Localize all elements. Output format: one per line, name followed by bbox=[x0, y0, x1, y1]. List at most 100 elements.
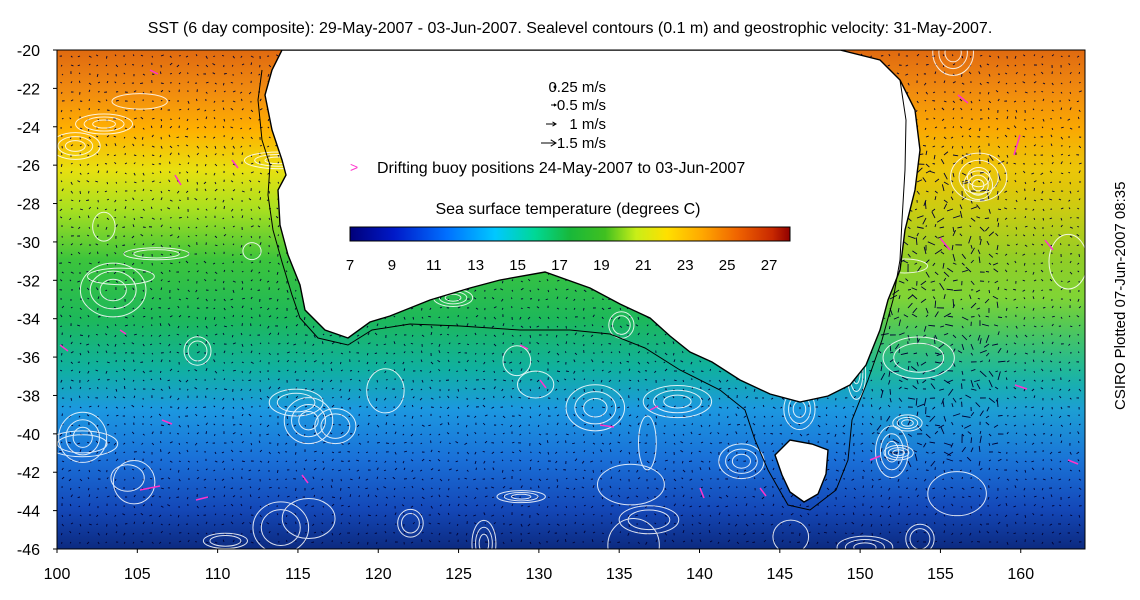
velocity-arrow bbox=[1041, 368, 1044, 372]
velocity-arrow bbox=[957, 350, 963, 354]
velocity-arrow bbox=[664, 352, 668, 356]
velocity-arrow bbox=[1042, 334, 1045, 337]
velocity-arrow bbox=[1060, 172, 1064, 175]
velocity-arrow bbox=[96, 153, 99, 156]
velocity-arrow bbox=[961, 269, 968, 273]
velocity-arrow bbox=[284, 316, 288, 319]
velocity-arrow bbox=[214, 145, 217, 149]
velocity-arrow bbox=[61, 91, 63, 94]
velocity-arrow bbox=[961, 433, 965, 437]
velocity-arrow bbox=[142, 433, 145, 436]
velocity-arrow bbox=[925, 259, 930, 264]
velocity-arrow bbox=[1004, 134, 1008, 138]
velocity-arrow bbox=[967, 431, 972, 435]
velocity-arrow bbox=[929, 415, 936, 422]
velocity-arrow bbox=[1041, 55, 1044, 59]
velocity-arrow bbox=[295, 333, 298, 336]
velocity-arrow bbox=[241, 108, 244, 111]
velocity-arrow bbox=[169, 368, 173, 372]
velocity-arrow bbox=[1078, 81, 1081, 84]
velocity-arrow bbox=[340, 369, 343, 372]
velocity-arrow bbox=[60, 109, 63, 113]
velocity-arrow bbox=[610, 351, 613, 354]
velocity-arrow bbox=[60, 379, 63, 383]
velocity-arrow bbox=[682, 351, 684, 354]
velocity-arrow bbox=[366, 433, 369, 436]
velocity-arrow bbox=[940, 325, 945, 328]
velocity-arrow bbox=[1033, 395, 1036, 399]
velocity-arrow bbox=[268, 315, 272, 318]
velocity-arrow bbox=[474, 415, 477, 419]
velocity-arrow bbox=[196, 126, 199, 129]
velocity-arrow bbox=[592, 379, 595, 382]
velocity-arrow bbox=[618, 379, 621, 382]
velocity-arrow bbox=[916, 226, 924, 229]
velocity-arrow bbox=[952, 298, 955, 307]
velocity-arrow bbox=[952, 229, 956, 237]
velocity-arrow bbox=[196, 217, 199, 220]
velocity-arrow bbox=[204, 278, 207, 282]
velocity-arrow bbox=[925, 433, 931, 439]
velocity-arrow bbox=[132, 315, 135, 318]
velocity-arrow bbox=[285, 325, 288, 329]
velocity-arrow bbox=[959, 126, 963, 129]
velocity-arrow bbox=[232, 243, 235, 246]
velocity-arrow bbox=[898, 280, 905, 284]
velocity-arrow bbox=[61, 387, 64, 390]
velocity-arrow bbox=[1060, 91, 1063, 94]
velocity-arrow bbox=[204, 415, 207, 418]
velocity-arrow bbox=[946, 379, 954, 384]
velocity-arrow bbox=[637, 379, 640, 383]
velocity-arrow bbox=[115, 190, 118, 193]
velocity-arrow bbox=[1078, 170, 1081, 174]
velocity-arrow bbox=[554, 406, 558, 409]
velocity-arrow bbox=[115, 244, 118, 248]
velocity-arrow bbox=[913, 352, 918, 355]
velocity-arrow bbox=[889, 351, 894, 354]
velocity-arrow bbox=[582, 413, 585, 417]
velocity-arrow bbox=[268, 386, 272, 390]
velocity-arrow bbox=[937, 235, 945, 239]
velocity-arrow bbox=[933, 117, 936, 120]
velocity-arrow bbox=[169, 161, 171, 165]
velocity-arrow bbox=[933, 108, 936, 111]
velocity-arrow bbox=[1033, 414, 1036, 417]
velocity-arrow bbox=[573, 298, 576, 301]
velocity-arrow bbox=[429, 307, 432, 311]
velocity-arrow bbox=[160, 99, 163, 102]
velocity-arrow bbox=[466, 323, 469, 327]
velocity-arrow bbox=[988, 359, 991, 363]
velocity-arrow bbox=[1023, 316, 1026, 320]
velocity-arrow bbox=[195, 378, 198, 381]
velocity-arrow bbox=[941, 118, 945, 122]
velocity-arrow bbox=[340, 361, 342, 365]
velocity-arrow bbox=[961, 262, 965, 266]
velocity-arrow bbox=[988, 397, 996, 404]
velocity-arrow bbox=[1023, 262, 1026, 266]
velocity-arrow bbox=[178, 163, 181, 166]
velocity-arrow bbox=[168, 189, 171, 192]
velocity-arrow bbox=[790, 432, 793, 435]
velocity-arrow bbox=[934, 352, 940, 355]
velocity-arrow bbox=[1060, 161, 1063, 165]
velocity-arrow bbox=[474, 352, 477, 355]
velocity-arrow bbox=[70, 341, 73, 345]
velocity-arrow bbox=[483, 352, 486, 355]
velocity-arrow bbox=[988, 231, 995, 237]
velocity-arrow bbox=[132, 54, 135, 57]
velocity-arrow bbox=[70, 81, 73, 84]
velocity-arrow bbox=[961, 334, 968, 341]
velocity-arrow bbox=[248, 379, 252, 382]
velocity-arrow bbox=[995, 90, 999, 93]
velocity-arrow bbox=[941, 145, 945, 148]
velocity-arrow bbox=[1077, 351, 1080, 354]
velocity-arrow bbox=[601, 343, 603, 346]
velocity-arrow bbox=[439, 406, 442, 409]
velocity-arrow bbox=[663, 341, 666, 345]
velocity-arrow bbox=[131, 262, 135, 266]
velocity-arrow bbox=[277, 244, 280, 248]
velocity-arrow bbox=[239, 253, 243, 256]
velocity-arrow bbox=[267, 172, 270, 175]
velocity-arrow bbox=[637, 422, 640, 426]
velocity-arrow bbox=[232, 369, 236, 372]
